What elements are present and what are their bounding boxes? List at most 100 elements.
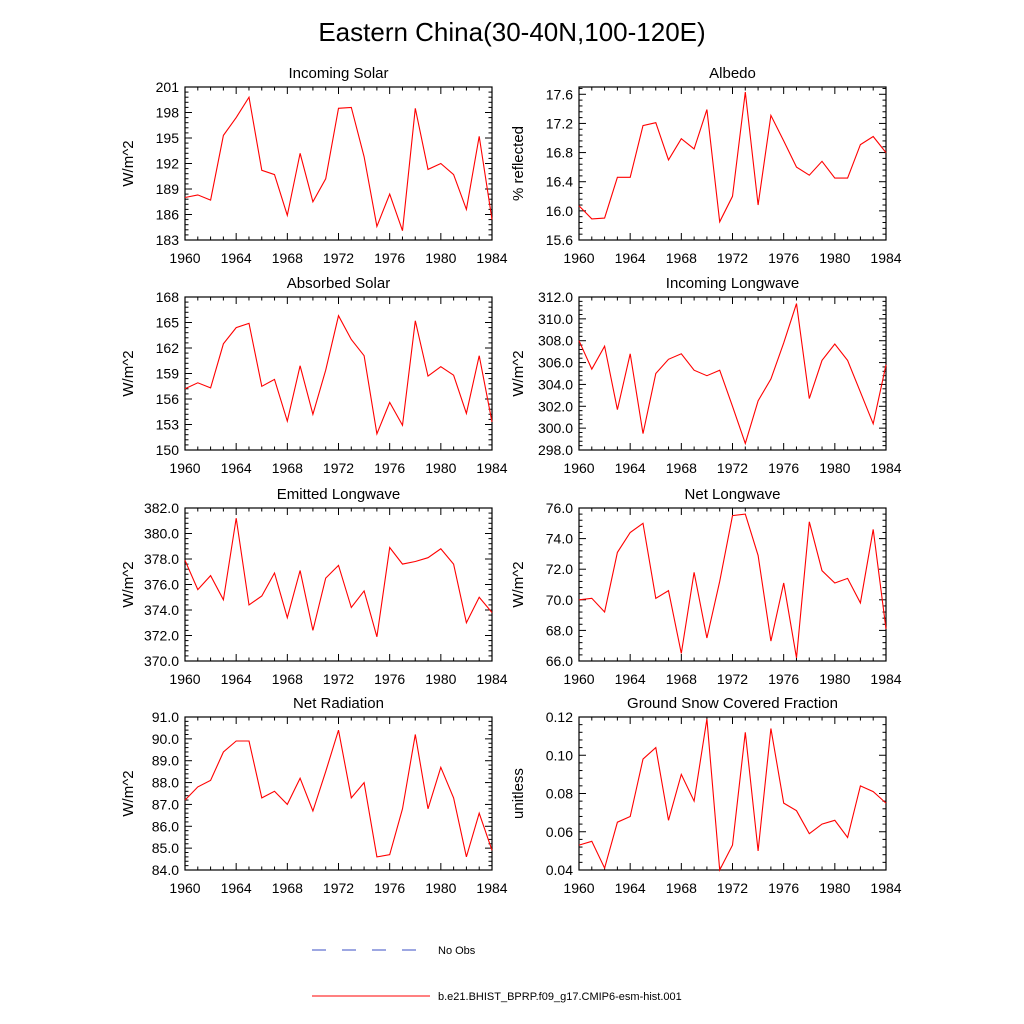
panel-title: Incoming Solar xyxy=(288,65,388,82)
x-tick-label: 1968 xyxy=(666,460,697,476)
y-tick-label: 0.10 xyxy=(546,747,573,763)
y-tick-label: 168 xyxy=(156,289,180,305)
x-tick-label: 1984 xyxy=(476,671,507,687)
plot-frame xyxy=(184,507,493,662)
series-line xyxy=(578,92,887,224)
y-tick-label: 17.6 xyxy=(546,86,573,102)
panel-title: Emitted Longwave xyxy=(277,486,400,503)
y-axis-label: unitless xyxy=(510,768,527,819)
y-tick-label: 380.0 xyxy=(144,526,179,542)
y-axis-label: W/m^2 xyxy=(510,561,527,607)
plot-frame xyxy=(184,716,493,871)
x-tick-label: 1960 xyxy=(169,460,200,476)
y-tick-label: 90.0 xyxy=(152,731,179,747)
x-tick-label: 1968 xyxy=(272,671,303,687)
x-tick-label: 1984 xyxy=(870,460,901,476)
x-tick-label: 1968 xyxy=(666,671,697,687)
x-tick-label: 1980 xyxy=(819,460,850,476)
y-tick-label: 312.0 xyxy=(538,289,573,305)
y-tick-label: 382.0 xyxy=(144,500,179,516)
y-tick-label: 310.0 xyxy=(538,311,573,327)
x-tick-label: 1976 xyxy=(768,880,799,896)
x-tick-label: 1960 xyxy=(563,250,594,266)
x-tick-label: 1984 xyxy=(870,250,901,266)
x-tick-label: 1960 xyxy=(169,880,200,896)
x-tick-label: 1968 xyxy=(272,460,303,476)
x-tick-label: 1964 xyxy=(615,671,646,687)
y-tick-label: 150 xyxy=(156,442,180,458)
x-tick-label: 1980 xyxy=(425,460,456,476)
plot-frame xyxy=(578,716,887,871)
y-tick-label: 74.0 xyxy=(546,531,573,547)
y-axis-label: W/m^2 xyxy=(120,350,137,396)
panel-title: Absorbed Solar xyxy=(287,275,390,292)
series-line xyxy=(184,314,493,436)
x-tick-label: 1976 xyxy=(374,250,405,266)
y-tick-label: 156 xyxy=(156,391,180,407)
y-axis-label: W/m^2 xyxy=(510,350,527,396)
y-tick-label: 89.0 xyxy=(152,753,179,769)
panel-title: Net Longwave xyxy=(685,486,781,503)
y-tick-label: 378.0 xyxy=(144,551,179,567)
x-tick-label: 1984 xyxy=(476,460,507,476)
x-tick-label: 1964 xyxy=(615,250,646,266)
y-tick-label: 192 xyxy=(156,156,180,172)
x-tick-label: 1964 xyxy=(615,460,646,476)
y-tick-label: 300.0 xyxy=(538,420,573,436)
y-tick-label: 183 xyxy=(156,232,180,248)
y-tick-label: 0.06 xyxy=(546,824,573,840)
y-tick-label: 372.0 xyxy=(144,628,179,644)
x-tick-label: 1964 xyxy=(615,880,646,896)
x-tick-label: 1972 xyxy=(717,250,748,266)
panel-1: 15.6 16.0 16.4 16.8 17.2 17.6 1960 1964 1968 1972… xyxy=(510,65,902,266)
plot-frame xyxy=(578,86,887,241)
x-tick-label: 1976 xyxy=(374,880,405,896)
x-tick-label: 1980 xyxy=(819,671,850,687)
x-tick-label: 1980 xyxy=(425,671,456,687)
x-tick-label: 1972 xyxy=(323,250,354,266)
y-tick-label: 88.0 xyxy=(152,775,179,791)
plot-frame xyxy=(184,86,493,241)
panel-7: 0.04 0.06 0.08 0.10 0.12 1960 1964 1968 1972 1976… xyxy=(510,695,902,896)
plot-frame xyxy=(578,296,887,451)
panel-3: 298.0 300.0 302.0 304.0 306.0 308.0 310.0 312.0… xyxy=(510,275,902,476)
panel-4: 370.0 372.0 374.0 376.0 378.0 380.0 382.0 1960 1… xyxy=(120,486,508,687)
x-tick-label: 1968 xyxy=(666,250,697,266)
x-tick-label: 1972 xyxy=(717,880,748,896)
series-line xyxy=(184,95,493,231)
panels: 183 186 189 192 195 198 201 1960 1964 1968 1972 197… xyxy=(120,65,902,896)
x-tick-label: 1964 xyxy=(221,880,252,896)
x-tick-label: 1968 xyxy=(272,880,303,896)
x-tick-label: 1972 xyxy=(323,460,354,476)
x-tick-label: 1980 xyxy=(819,250,850,266)
y-tick-label: 162 xyxy=(156,340,180,356)
panel-title: Incoming Longwave xyxy=(666,275,799,292)
plot-frame xyxy=(578,507,887,662)
y-tick-label: 0.08 xyxy=(546,786,573,802)
y-tick-label: 186 xyxy=(156,207,180,223)
y-tick-label: 66.0 xyxy=(546,653,573,669)
panel-0: 183 186 189 192 195 198 201 1960 1964 1968 1972 197… xyxy=(120,65,508,266)
x-tick-label: 1984 xyxy=(476,880,507,896)
y-tick-label: 159 xyxy=(156,366,180,382)
x-tick-label: 1960 xyxy=(563,671,594,687)
series-line xyxy=(578,303,887,446)
y-axis-label: W/m^2 xyxy=(120,770,137,816)
y-tick-label: 16.0 xyxy=(546,203,573,219)
plot-frame xyxy=(184,296,493,451)
y-tick-label: 374.0 xyxy=(144,602,179,618)
y-tick-label: 0.04 xyxy=(546,862,573,878)
x-tick-label: 1976 xyxy=(374,671,405,687)
x-tick-label: 1968 xyxy=(272,250,303,266)
panel-title: Net Radiation xyxy=(293,695,384,712)
x-tick-label: 1960 xyxy=(563,880,594,896)
y-tick-label: 91.0 xyxy=(152,709,179,725)
panel-title: Albedo xyxy=(709,65,756,82)
y-tick-label: 68.0 xyxy=(546,622,573,638)
x-tick-label: 1972 xyxy=(323,671,354,687)
y-tick-label: 304.0 xyxy=(538,376,573,392)
x-tick-label: 1976 xyxy=(768,460,799,476)
x-tick-label: 1984 xyxy=(870,671,901,687)
figure-title: Eastern China(30-40N,100-120E) xyxy=(318,17,705,47)
